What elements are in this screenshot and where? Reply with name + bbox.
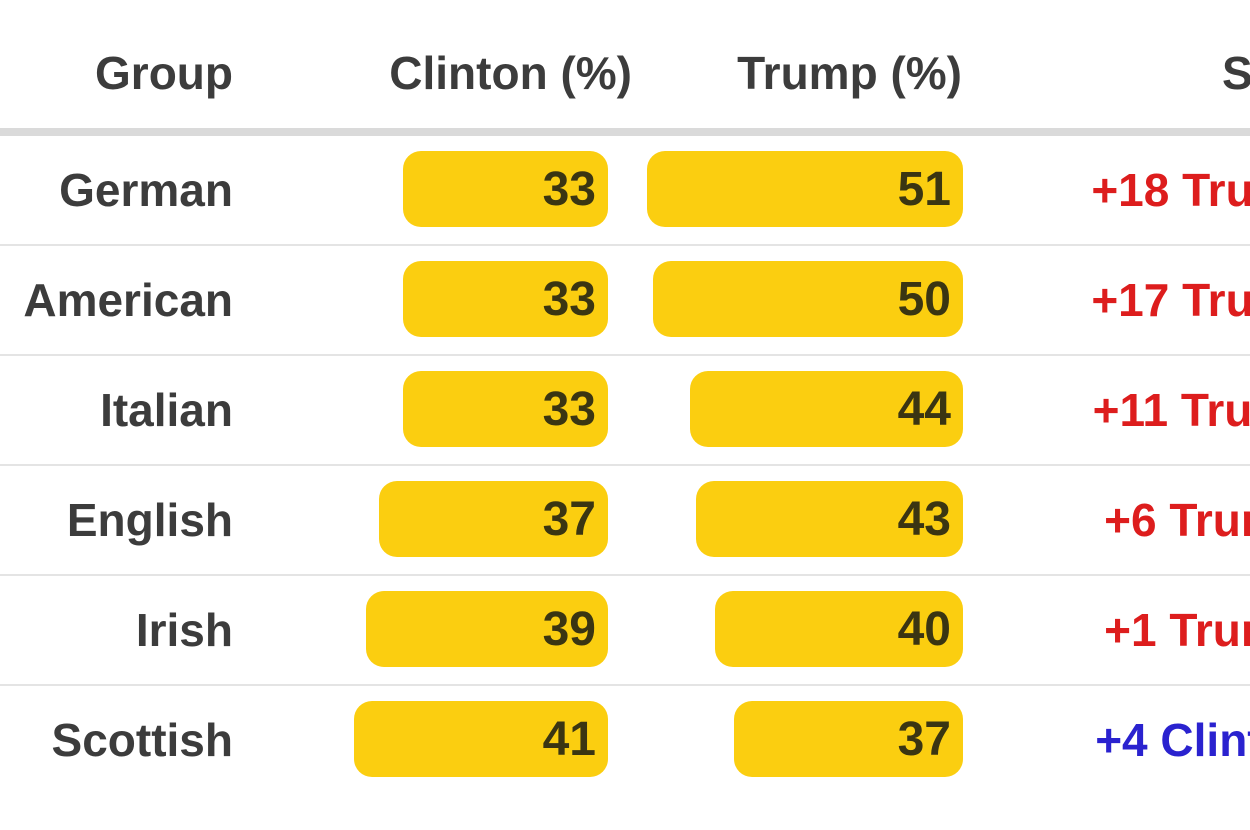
column-header-clinton: Clinton (%) bbox=[389, 47, 632, 99]
clinton-value: 37 bbox=[542, 492, 596, 546]
table-row: Irish 39 40 +1 Trump bbox=[0, 576, 1250, 686]
group-label: Italian bbox=[100, 384, 233, 436]
clinton-value: 33 bbox=[542, 272, 596, 326]
clinton-bar: 41 bbox=[353, 701, 608, 777]
trump-bar: 44 bbox=[690, 371, 963, 447]
spread-label: +4 Clinton bbox=[1095, 714, 1250, 766]
spread-label: +6 Trump bbox=[1104, 494, 1250, 546]
table-row: German 33 51 +18 Trump bbox=[0, 136, 1250, 246]
clinton-bar: 39 bbox=[366, 591, 608, 667]
spread-label: +11 Trump bbox=[1092, 384, 1250, 436]
table-body: German 33 51 +18 Trump American 33 50 +1… bbox=[0, 136, 1250, 794]
table-row: Italian 33 44 +11 Trump bbox=[0, 356, 1250, 466]
trump-bar: 51 bbox=[646, 151, 963, 227]
trump-value: 43 bbox=[897, 492, 951, 546]
clinton-bar: 33 bbox=[403, 151, 608, 227]
trump-bar: 37 bbox=[733, 701, 963, 777]
group-label: English bbox=[66, 494, 233, 546]
spread-label: +18 Trump bbox=[1091, 164, 1250, 216]
group-label: German bbox=[59, 164, 233, 216]
clinton-bar: 33 bbox=[403, 371, 608, 447]
header-row: Group Clinton (%) Trump (%) Spread bbox=[0, 0, 1250, 128]
group-label: Irish bbox=[135, 604, 233, 656]
trump-value: 44 bbox=[897, 382, 951, 436]
trump-bar: 43 bbox=[696, 481, 963, 557]
clinton-bar: 33 bbox=[403, 261, 608, 337]
clinton-bar: 37 bbox=[378, 481, 608, 557]
trump-value: 51 bbox=[897, 162, 951, 216]
spread-label: +17 Trump bbox=[1091, 274, 1250, 326]
clinton-value: 39 bbox=[542, 602, 596, 656]
trump-value: 50 bbox=[897, 272, 951, 326]
trump-bar: 40 bbox=[715, 591, 963, 667]
clinton-value: 33 bbox=[542, 162, 596, 216]
column-header-group: Group bbox=[95, 47, 233, 99]
clinton-value: 33 bbox=[542, 382, 596, 436]
trump-value: 40 bbox=[897, 602, 951, 656]
table-row: English 37 43 +6 Trump bbox=[0, 466, 1250, 576]
clinton-value: 41 bbox=[542, 712, 596, 766]
group-label: American bbox=[23, 274, 233, 326]
group-label: Scottish bbox=[51, 714, 233, 766]
spread-label: +1 Trump bbox=[1104, 604, 1250, 656]
table-row: American 33 50 +17 Trump bbox=[0, 246, 1250, 356]
header-divider bbox=[0, 128, 1250, 136]
trump-value: 37 bbox=[897, 712, 951, 766]
table-row: Scottish 41 37 +4 Clinton bbox=[0, 686, 1250, 794]
trump-bar: 50 bbox=[653, 261, 963, 337]
column-header-trump: Trump (%) bbox=[737, 47, 962, 99]
column-header-spread: Spread bbox=[1222, 47, 1250, 99]
